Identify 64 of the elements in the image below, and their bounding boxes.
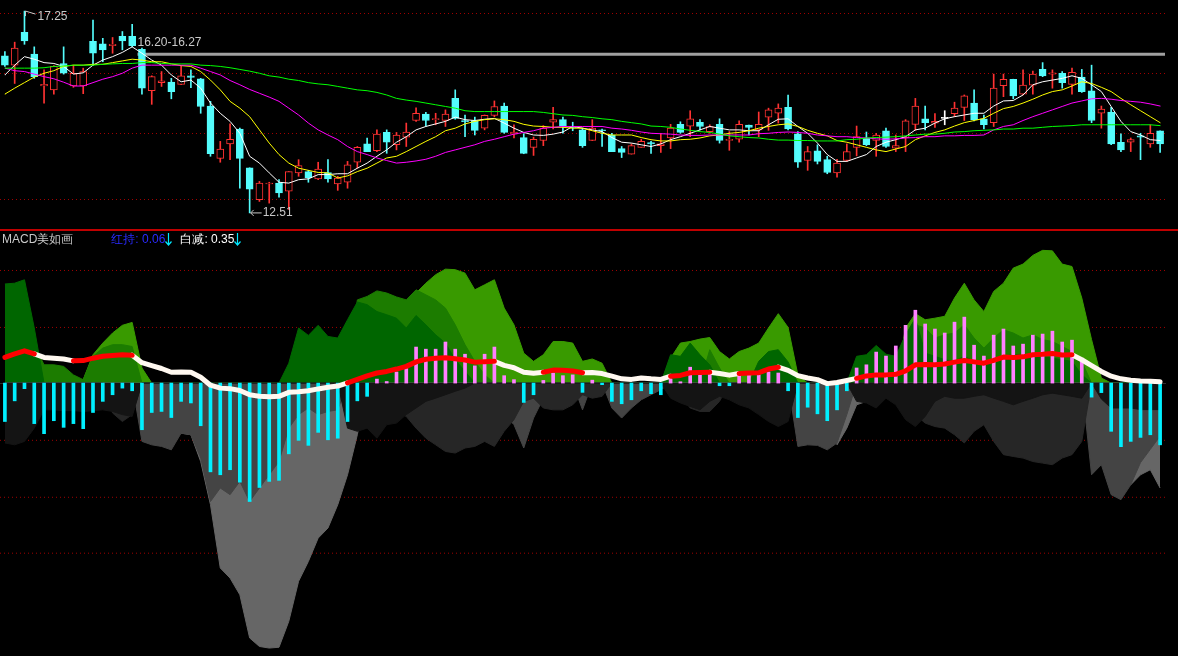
bar [962,316,967,384]
bar [189,382,193,404]
text: 白减: 0.35 [180,232,235,246]
bar [649,382,653,395]
bar [561,375,565,384]
bar [384,381,389,384]
bar [365,382,369,397]
bar [42,382,46,435]
chart-title: MACD美如画 [2,232,74,246]
bar [776,372,781,384]
bar [316,382,320,433]
bar [756,374,761,384]
bar [286,382,291,455]
bar [375,378,379,384]
bar [198,382,203,427]
bar [1109,382,1113,432]
bar [179,382,183,402]
annotation: 17.25 [37,9,68,24]
bar [923,323,927,384]
bar [639,382,644,392]
bar [472,365,477,384]
bar [570,374,575,384]
bar [140,382,144,431]
candlestick [265,181,274,204]
candlestick [647,141,655,154]
bar [786,382,790,392]
bar [835,382,839,411]
text: 红持: 0.06 [111,232,166,246]
bar [326,382,330,441]
bar [169,382,174,418]
bar [238,382,242,483]
bar [1119,382,1123,448]
bar [335,382,340,439]
bar [1128,382,1133,442]
bar [12,382,17,402]
bar [81,382,86,429]
bar [610,382,614,402]
bar [218,382,223,476]
bar [1158,382,1162,446]
bar [32,382,37,424]
bar [600,382,604,386]
bar [658,382,663,396]
bar [502,375,507,384]
bar [521,382,526,403]
bar [91,382,95,413]
bar [551,372,555,384]
bar [845,382,849,392]
bar [512,379,516,384]
bar [228,382,232,471]
candlestick [226,123,234,161]
bar [100,382,105,402]
bar [277,382,281,481]
bar [796,382,800,418]
annotation: 12.51 [262,205,293,220]
bar [149,382,154,413]
bar [267,382,272,482]
bar [1148,382,1153,436]
band-label: 16.20-16.27 [137,35,202,50]
bar [933,328,937,384]
bar [130,382,134,392]
bar [404,367,409,384]
bar [52,382,56,422]
bar [3,382,7,422]
bar [590,379,595,384]
